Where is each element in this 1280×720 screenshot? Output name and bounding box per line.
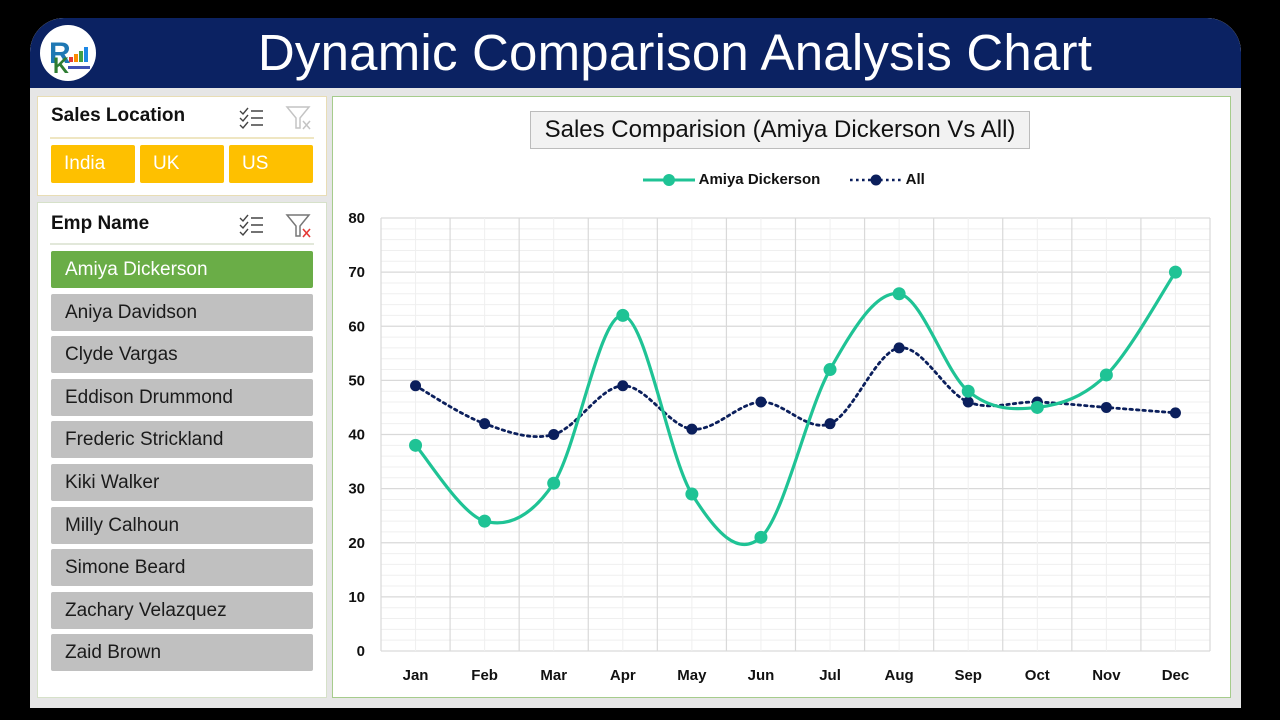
legend-label: Amiya Dickerson	[698, 171, 821, 188]
clear-filter-icon[interactable]	[285, 104, 313, 132]
sales-location-slicer: Sales Location India UK US	[37, 96, 327, 196]
svg-text:Sep: Sep	[954, 667, 982, 684]
svg-text:80: 80	[348, 210, 365, 227]
svg-text:Apr: Apr	[610, 667, 636, 684]
multi-select-icon[interactable]	[238, 213, 264, 237]
multi-select-icon[interactable]	[238, 106, 264, 130]
slicer-title: Emp Name	[51, 213, 150, 234]
slicer-divider	[50, 137, 314, 139]
svg-text:10: 10	[348, 589, 365, 606]
svg-text:May: May	[677, 667, 707, 684]
legend-item-amiya: Amiya Dickerson	[643, 170, 820, 190]
svg-text:70: 70	[348, 264, 365, 281]
emp-item-milly-calhoun[interactable]: Milly Calhoun	[51, 507, 313, 544]
legend-dotted-marker-icon	[850, 174, 902, 186]
svg-text:Oct: Oct	[1025, 667, 1050, 684]
emp-item-zachary-velazquez[interactable]: Zachary Velazquez	[51, 592, 313, 629]
svg-text:30: 30	[348, 481, 365, 498]
header-bar: R K Dynamic Comparison Analysis Chart	[30, 18, 1241, 88]
svg-text:40: 40	[348, 427, 365, 444]
svg-text:50: 50	[348, 372, 365, 389]
svg-text:Jun: Jun	[748, 667, 775, 684]
svg-text:K: K	[53, 53, 69, 78]
svg-text:Jul: Jul	[819, 667, 841, 684]
emp-item-simone-beard[interactable]: Simone Beard	[51, 549, 313, 586]
emp-item-aniya-davidson[interactable]: Aniya Davidson	[51, 294, 313, 331]
legend-item-all: All	[850, 170, 925, 190]
legend-label: All	[905, 171, 925, 188]
emp-item-kiki-walker[interactable]: Kiki Walker	[51, 464, 313, 501]
line-chart-plot: 0 10 20 30 40 50 60 70 80 Jan Feb Mar Apr May Jun Jul Au…	[348, 210, 1211, 684]
legend-solid-marker-icon	[643, 174, 695, 187]
chart-panel: Sales Comparision (Amiya Dickerson Vs Al…	[332, 96, 1231, 698]
svg-text:Dec: Dec	[1162, 667, 1190, 684]
svg-text:0: 0	[357, 643, 365, 660]
emp-item-zaid-brown[interactable]: Zaid Brown	[51, 634, 313, 671]
location-item-us[interactable]: US	[229, 145, 313, 183]
svg-text:Jan: Jan	[403, 667, 429, 684]
svg-text:Feb: Feb	[471, 667, 498, 684]
svg-text:Nov: Nov	[1092, 667, 1121, 684]
svg-text:Aug: Aug	[885, 667, 914, 684]
emp-item-eddison-drummond[interactable]: Eddison Drummond	[51, 379, 313, 416]
svg-text:Mar: Mar	[540, 667, 567, 684]
svg-text:R: R	[49, 37, 71, 70]
chart-title: Sales Comparision (Amiya Dickerson Vs Al…	[530, 111, 1030, 149]
svg-text:60: 60	[348, 318, 365, 335]
emp-item-clyde-vargas[interactable]: Clyde Vargas	[51, 336, 313, 373]
emp-item-frederic-strickland[interactable]: Frederic Strickland	[51, 421, 313, 458]
slicer-divider	[50, 243, 314, 245]
emp-item-amiya-dickerson[interactable]: Amiya Dickerson	[51, 251, 313, 288]
dashboard-frame: R K Dynamic Comparison Analysis Chart Sa…	[30, 18, 1241, 708]
location-item-india[interactable]: India	[51, 145, 135, 183]
svg-text:20: 20	[348, 535, 365, 552]
location-item-uk[interactable]: UK	[140, 145, 224, 183]
slicer-title: Sales Location	[51, 105, 186, 126]
rk-logo-icon: R K	[40, 25, 96, 81]
emp-name-slicer: Emp Name Amiya Dickerson Aniya Davidson …	[37, 202, 327, 698]
clear-filter-icon[interactable]	[285, 212, 313, 240]
page-title: Dynamic Comparison Analysis Chart	[257, 24, 1093, 81]
